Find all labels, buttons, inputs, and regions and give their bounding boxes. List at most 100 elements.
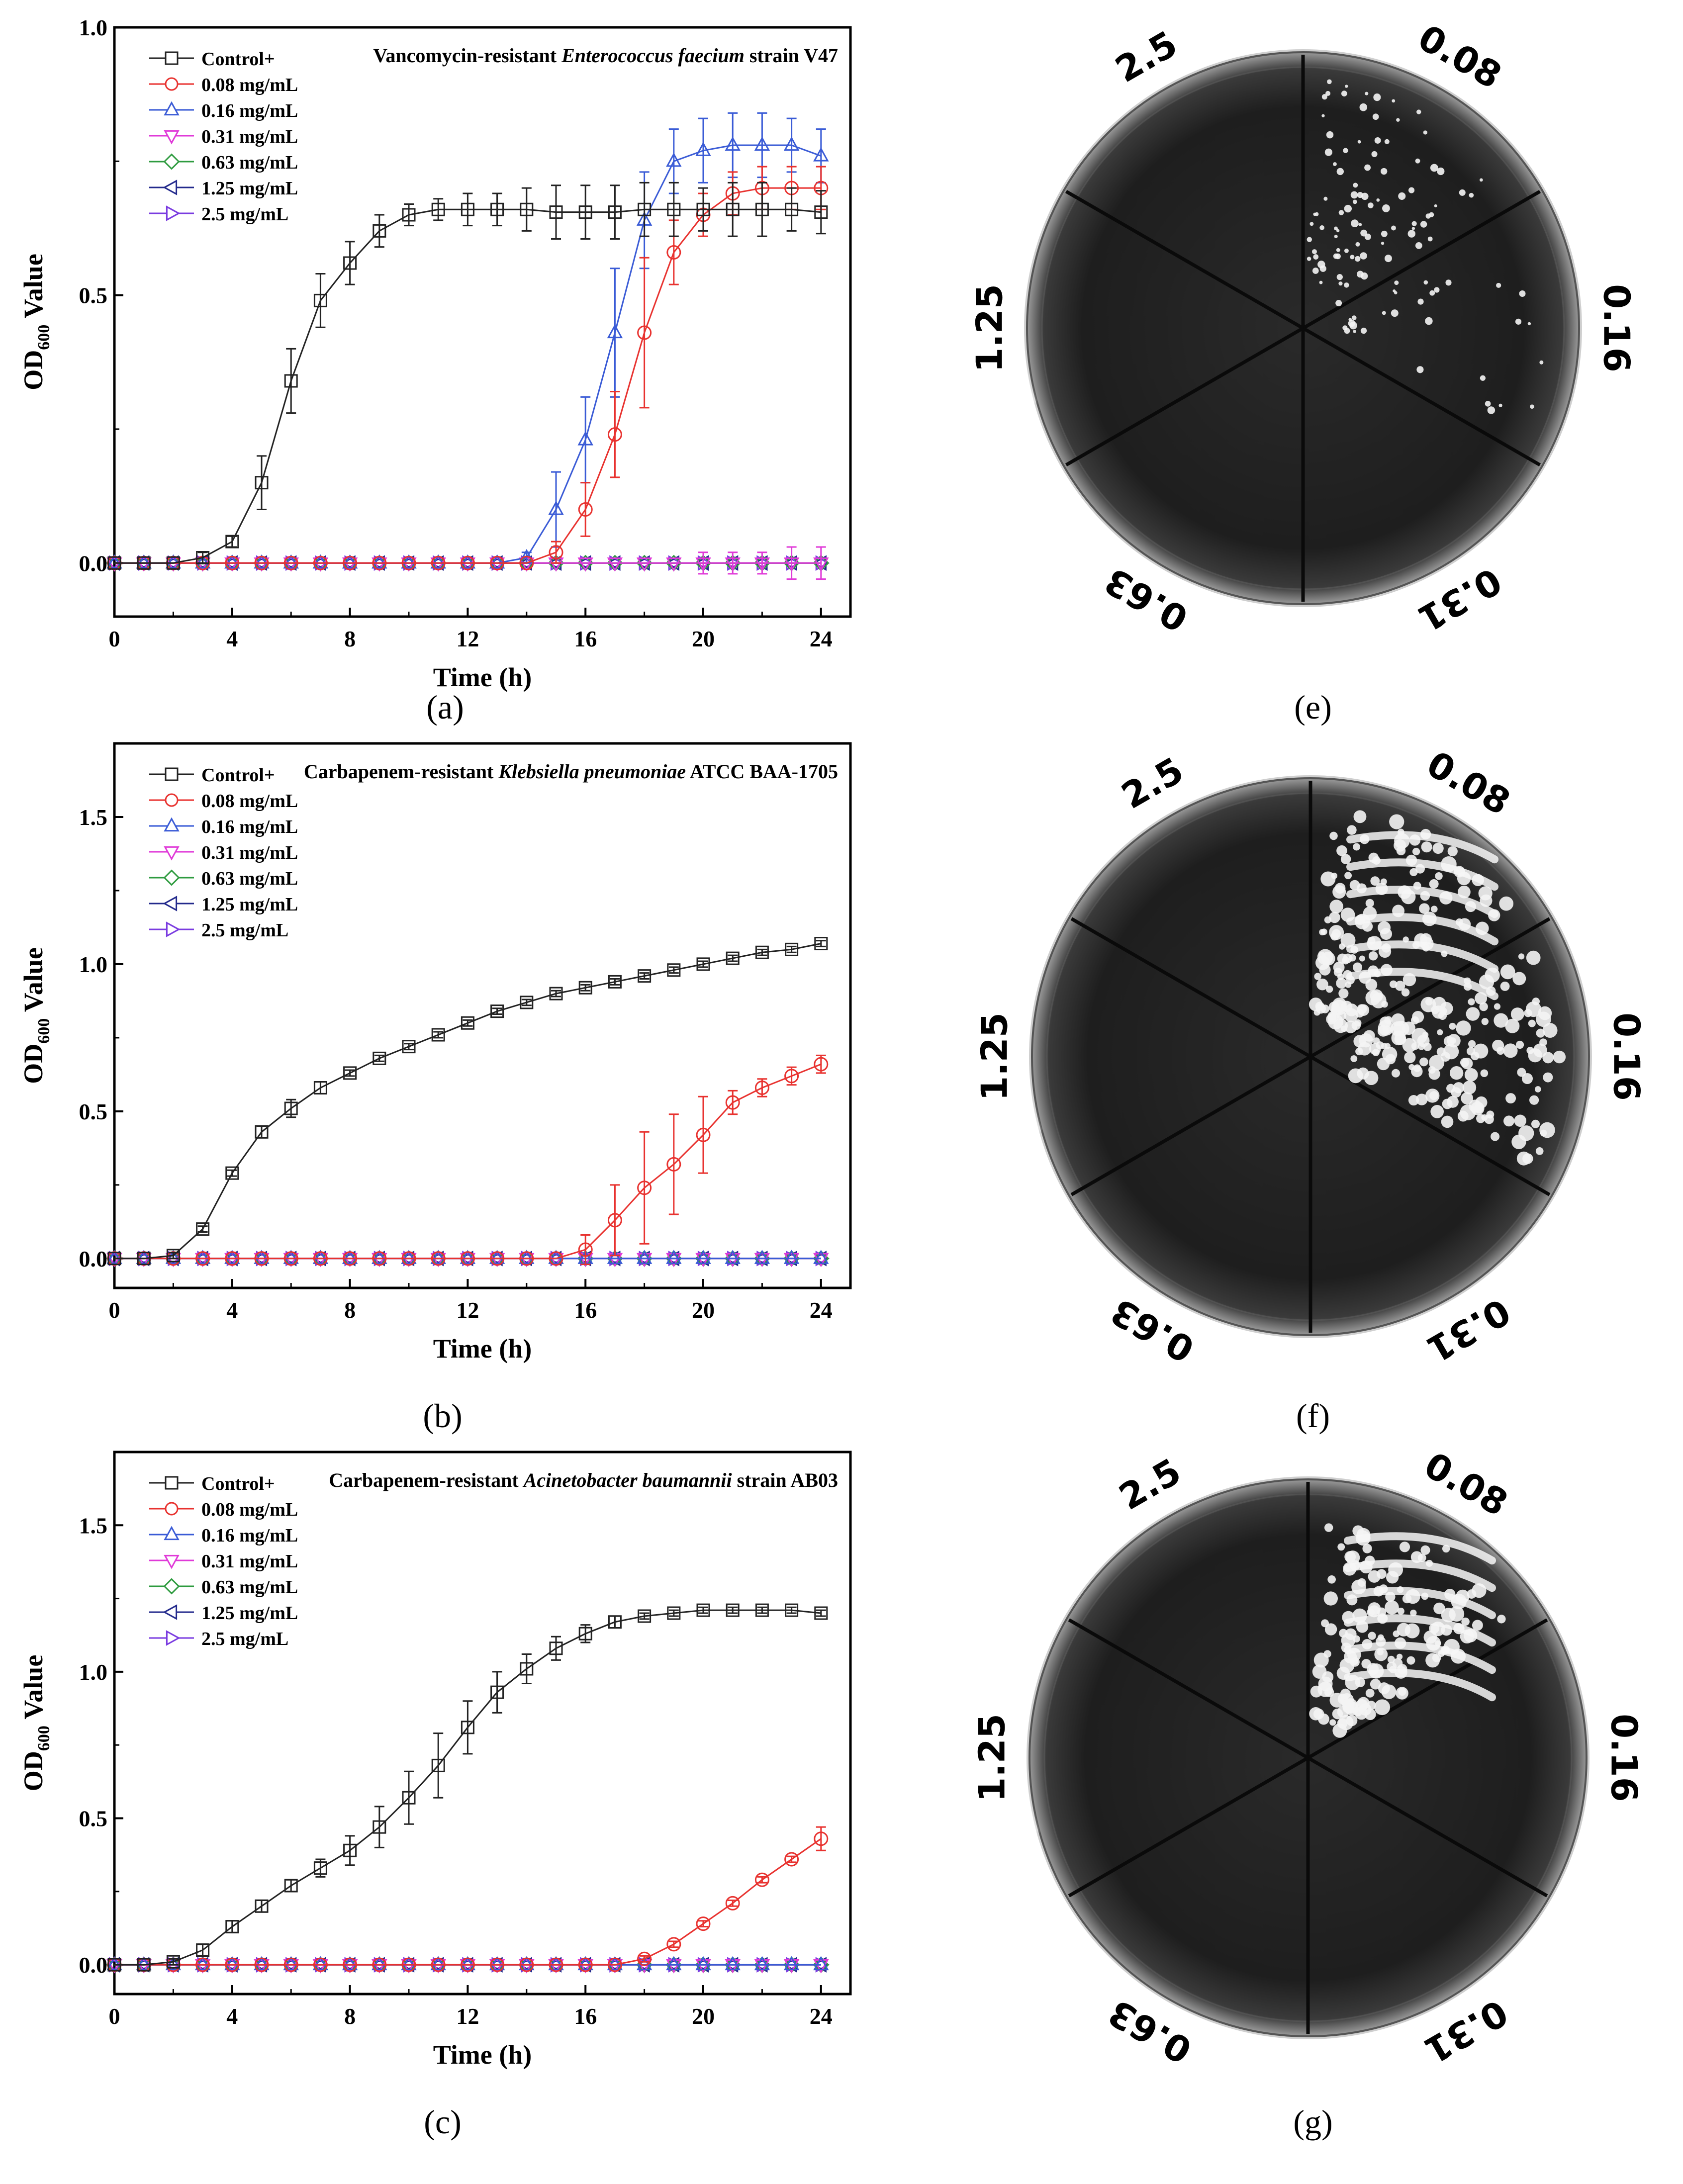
colony	[1466, 1007, 1480, 1021]
colony	[1340, 933, 1356, 948]
colony	[1335, 253, 1341, 260]
data-point	[165, 1250, 182, 1264]
data-point	[402, 1791, 416, 1805]
colony	[1384, 139, 1390, 144]
data-point	[519, 555, 534, 570]
colony	[1362, 1544, 1372, 1553]
data-point	[313, 1081, 327, 1095]
colony	[1439, 1007, 1447, 1015]
legend-label: 0.31 mg/mL	[201, 842, 298, 863]
colony	[1510, 1007, 1524, 1021]
colony	[1517, 1068, 1526, 1077]
data-point	[283, 555, 298, 570]
colony	[1530, 404, 1534, 409]
colony	[1329, 1719, 1336, 1726]
colony	[1337, 1543, 1345, 1551]
x-tick-label: 0	[109, 2003, 120, 2029]
legend-label: 0.08 mg/mL	[201, 791, 298, 812]
data-point	[549, 205, 563, 219]
data-point	[607, 1250, 623, 1264]
colony	[1360, 229, 1368, 237]
colony	[1359, 955, 1365, 962]
rim-glint	[1015, 213, 1036, 404]
colony	[1425, 1089, 1440, 1103]
y-label-od: OD	[18, 1751, 48, 1791]
data-point	[254, 1251, 269, 1266]
data-point	[578, 1957, 593, 1972]
data-point	[725, 136, 741, 151]
legend-label: 0.16 mg/mL	[201, 1525, 298, 1546]
colony	[1430, 906, 1438, 913]
legend-label: 0.63 mg/mL	[201, 868, 298, 889]
data-point	[224, 1253, 240, 1268]
colony	[1437, 167, 1445, 176]
data-point	[106, 1253, 122, 1268]
data-point	[460, 1959, 476, 1974]
legend-marker	[163, 153, 180, 170]
colony	[1345, 981, 1352, 988]
colony	[1360, 327, 1367, 334]
legend-marker	[165, 767, 179, 781]
growth-chart-c: 0 4 8 12 16 20 24 0.0 0.5 1.0 1.5 Time (h) OD600 Val…	[18, 1451, 852, 2070]
data-point	[194, 554, 211, 569]
data-point	[695, 1253, 711, 1268]
colony	[1382, 204, 1390, 212]
data-point	[666, 1959, 682, 1974]
data-point	[460, 1956, 476, 1971]
sector-label: 2.5	[1112, 1450, 1188, 1518]
data-point	[460, 1957, 475, 1972]
data-point	[342, 557, 358, 572]
colony	[1373, 1037, 1380, 1045]
data-point	[696, 1127, 711, 1142]
colony	[1479, 1002, 1488, 1011]
data-point	[283, 1250, 299, 1264]
data-point	[577, 557, 593, 572]
caption-c: (c)	[424, 2103, 461, 2141]
colony	[1381, 230, 1388, 237]
data-point	[401, 1251, 416, 1266]
colony	[1407, 230, 1415, 238]
colony	[1307, 237, 1312, 242]
colony	[1442, 1545, 1450, 1553]
sector-divider	[1068, 1756, 1309, 1898]
data-point	[137, 1252, 151, 1266]
title-italic: Enterococcus faecium	[561, 44, 745, 67]
colony	[1333, 162, 1337, 166]
data-point	[577, 1959, 593, 1974]
data-point	[814, 1606, 828, 1620]
colony	[1461, 1092, 1474, 1105]
colony	[1462, 1081, 1477, 1094]
data-point	[107, 556, 121, 570]
data-point	[490, 1957, 505, 1972]
colony	[1494, 1013, 1508, 1028]
colony	[1340, 1693, 1354, 1707]
colony	[1474, 1103, 1484, 1113]
colony	[1336, 845, 1347, 856]
colony	[1339, 943, 1345, 950]
data-point	[342, 554, 358, 569]
colony	[1312, 268, 1319, 274]
chart-title: Carbapenem-resistant Acinetobacter bauma…	[329, 1469, 838, 1491]
colony	[1377, 1648, 1384, 1655]
data-point	[460, 557, 476, 572]
colony	[1329, 925, 1344, 940]
y-tick-label: 1.0	[79, 15, 108, 40]
legend-marker	[166, 1630, 181, 1646]
data-point	[725, 1253, 741, 1268]
data-point	[519, 1956, 535, 1971]
data-point	[489, 1956, 505, 1971]
colony	[1471, 1051, 1480, 1061]
data-point	[666, 1956, 682, 1971]
colony	[1345, 85, 1348, 88]
data-point	[431, 1251, 446, 1266]
colony	[1518, 953, 1525, 960]
colony	[1363, 1030, 1375, 1042]
colony	[1446, 1095, 1459, 1108]
colony	[1542, 1023, 1558, 1038]
colony	[1425, 998, 1433, 1006]
colony	[1417, 298, 1424, 305]
data-point	[695, 557, 711, 572]
data-point	[548, 1959, 564, 1974]
data-point	[342, 1253, 358, 1268]
